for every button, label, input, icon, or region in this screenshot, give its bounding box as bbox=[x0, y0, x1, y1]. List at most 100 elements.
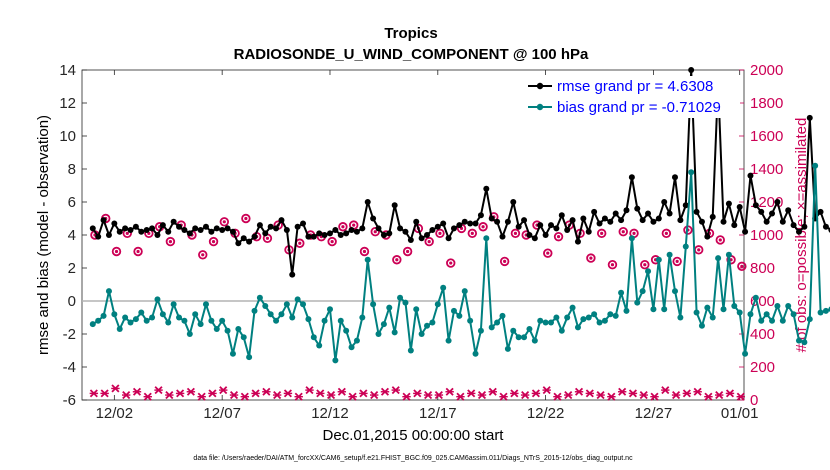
rmse-point bbox=[731, 222, 738, 229]
bias-point bbox=[553, 314, 560, 321]
bias-point bbox=[267, 311, 274, 318]
x-tick-label: 12/12 bbox=[311, 405, 349, 422]
rmse-point bbox=[343, 230, 350, 237]
rmse-point bbox=[246, 238, 253, 245]
bias-point bbox=[450, 307, 457, 314]
rmse-point bbox=[758, 208, 765, 215]
bias-point bbox=[386, 304, 393, 311]
y-axis-ticks: -6 -4 -2 0 2 4 6 8 10 12 14 bbox=[59, 62, 87, 409]
rmse-point bbox=[445, 235, 452, 242]
rmse-point bbox=[192, 225, 199, 232]
bias-point bbox=[558, 327, 565, 334]
bias-point bbox=[742, 350, 749, 357]
rmse-point bbox=[370, 215, 377, 222]
obs-possible-marker-dot bbox=[136, 249, 140, 254]
rmse-point bbox=[666, 210, 673, 217]
rmse-point bbox=[698, 218, 705, 225]
obs-possible-marker bbox=[424, 236, 434, 247]
obs-possible-marker-dot bbox=[244, 216, 248, 221]
obs-possible-marker-dot bbox=[352, 223, 356, 227]
bias-point bbox=[521, 334, 528, 341]
rmse-point bbox=[488, 215, 495, 222]
rmse-point bbox=[645, 210, 652, 217]
rmse-point bbox=[235, 240, 242, 247]
bias-point bbox=[725, 251, 732, 258]
bias-point bbox=[332, 357, 339, 364]
y-tick-label: -6 bbox=[63, 392, 76, 409]
bias-point bbox=[801, 339, 808, 346]
bias-point bbox=[817, 309, 824, 316]
bias-point bbox=[779, 317, 786, 324]
rmse-point bbox=[213, 225, 220, 232]
rmse-point bbox=[202, 223, 209, 230]
legend-box bbox=[524, 76, 740, 118]
rmse-point bbox=[122, 225, 129, 232]
y2-tick-label: 0 bbox=[750, 392, 758, 409]
bias-point bbox=[89, 321, 96, 328]
bias-point bbox=[138, 309, 145, 316]
obs-possible-marker bbox=[499, 256, 510, 267]
bias-point bbox=[537, 317, 544, 324]
bias-point bbox=[747, 311, 754, 318]
obs-possible-marker-dot bbox=[621, 230, 625, 234]
obs-possible-marker bbox=[672, 256, 682, 267]
bias-point bbox=[192, 311, 199, 318]
obs-possible-marker bbox=[111, 246, 122, 257]
rmse-point bbox=[650, 218, 657, 225]
rmse-point bbox=[149, 225, 156, 232]
rmse-point bbox=[375, 225, 382, 232]
bias-point bbox=[219, 317, 226, 324]
obs-possible-marker bbox=[586, 253, 596, 263]
y-tick-label: 2 bbox=[68, 260, 76, 277]
rmse-point bbox=[639, 217, 646, 224]
x-tick-label: 12/27 bbox=[635, 405, 673, 422]
bias-point bbox=[456, 312, 463, 319]
bias-point bbox=[370, 301, 377, 308]
bias-point bbox=[445, 337, 452, 344]
rmse-point bbox=[138, 228, 145, 235]
rmse-point bbox=[795, 228, 802, 235]
bias-point bbox=[413, 306, 420, 313]
rmse-point bbox=[418, 235, 425, 242]
rmse-point bbox=[116, 228, 123, 235]
bias-point bbox=[758, 317, 765, 324]
bias-point bbox=[607, 311, 614, 318]
bias-point bbox=[715, 255, 722, 262]
rmse-point bbox=[531, 235, 538, 242]
obs-possible-marker-dot bbox=[406, 249, 410, 254]
rmse-point bbox=[510, 199, 517, 205]
obs-possible-marker bbox=[478, 222, 488, 232]
obs-possible-marker-dot bbox=[481, 225, 485, 229]
rmse-point bbox=[618, 217, 625, 224]
x-axis-ticks: 12/02 12/07 12/12 12/17 12/22 12/27 01/01 bbox=[96, 70, 758, 422]
obs-possible-marker-dot bbox=[114, 249, 119, 254]
bias-point bbox=[170, 301, 177, 308]
rmse-point bbox=[240, 235, 247, 242]
obs-possible-marker bbox=[435, 228, 445, 239]
obs-possible-marker-dot bbox=[449, 261, 453, 265]
rmse-point bbox=[688, 67, 695, 73]
bias-point bbox=[240, 334, 247, 341]
obs-possible-marker bbox=[241, 213, 251, 224]
y-tick-label: 14 bbox=[59, 62, 76, 79]
bias-point bbox=[596, 319, 603, 326]
rmse-point bbox=[95, 233, 102, 240]
bias-point bbox=[316, 342, 323, 349]
bias-point bbox=[434, 301, 441, 308]
rmse-point bbox=[289, 271, 296, 278]
obs-possible-marker bbox=[607, 260, 618, 270]
obs-possible-marker bbox=[219, 217, 230, 227]
rmse-point bbox=[267, 223, 274, 230]
obs-possible-marker bbox=[198, 250, 208, 260]
y2-tick-label: 400 bbox=[750, 326, 775, 343]
bias-point bbox=[424, 322, 431, 329]
bias-point bbox=[504, 345, 511, 352]
rmse-point bbox=[769, 210, 776, 217]
obs-possible-marker bbox=[715, 235, 725, 245]
rmse-point bbox=[413, 218, 420, 225]
rmse-point bbox=[208, 228, 215, 235]
rmse-point bbox=[111, 220, 118, 227]
rmse-point bbox=[165, 228, 172, 235]
rmse-point bbox=[553, 225, 560, 232]
rmse-point bbox=[817, 208, 824, 215]
